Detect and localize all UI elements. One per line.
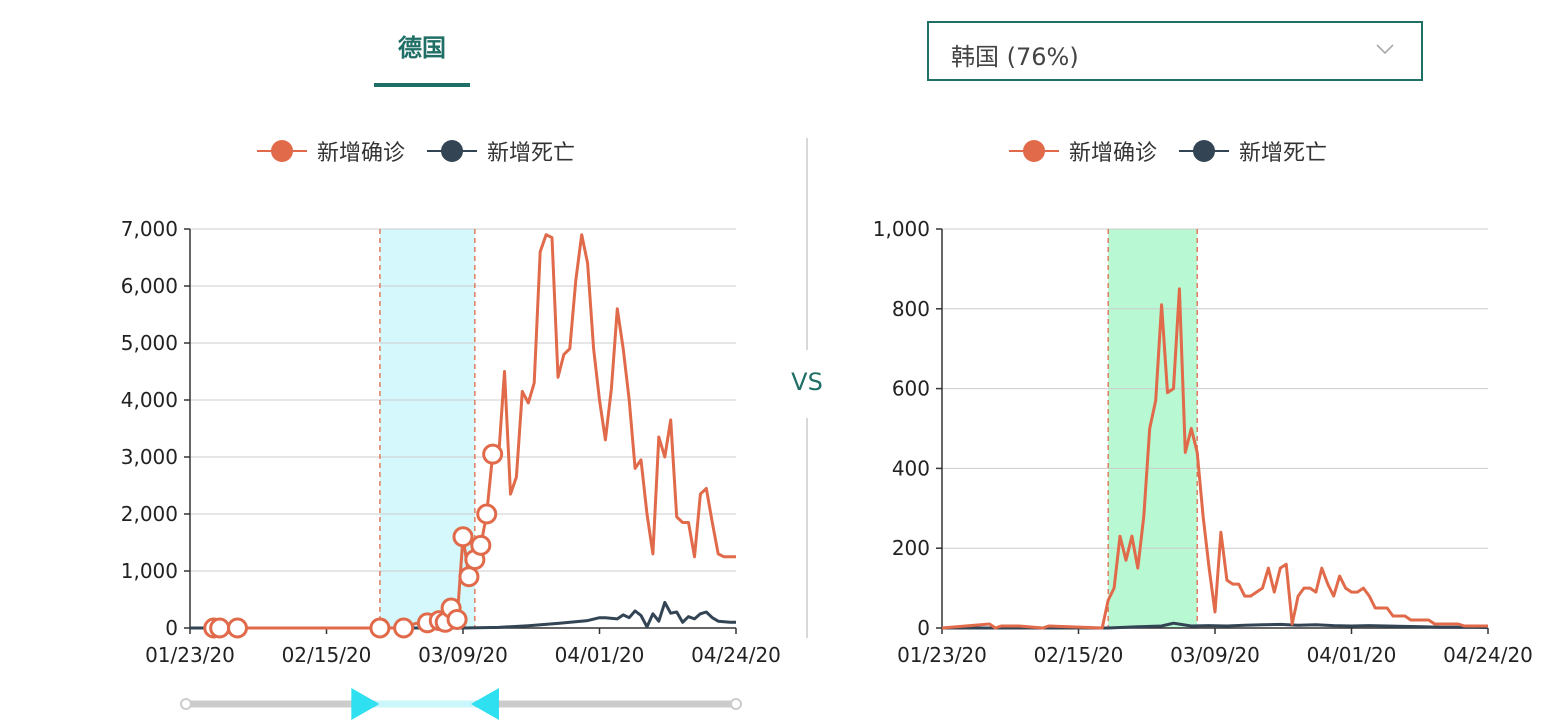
legend-item-deaths[interactable]: 新增死亡: [1179, 135, 1327, 167]
x-tick-label: 01/23/20: [145, 643, 235, 667]
data-point[interactable]: [393, 617, 415, 639]
zoom-slider-end-handle[interactable]: [730, 698, 742, 710]
page-title[interactable]: 德国: [398, 34, 446, 62]
vs-divider-bottom: [806, 418, 808, 638]
y-tick-label: 3,000: [121, 445, 178, 469]
legend-item-deaths[interactable]: 新增死亡: [427, 135, 575, 167]
y-tick-label: 0: [165, 616, 178, 640]
legend-label: 新增确诊: [1069, 141, 1158, 166]
series-line-confirmed: [941, 287, 1488, 630]
y-tick-label: 6,000: [121, 274, 178, 298]
x-tick-label: 03/09/20: [1170, 643, 1260, 667]
data-point[interactable]: [369, 617, 391, 639]
y-tick-label: 0: [917, 616, 930, 640]
x-tick-label: 02/15/20: [282, 643, 372, 667]
legend-swatch-deaths: [427, 140, 478, 162]
data-point[interactable]: [470, 534, 492, 556]
chevron-down-icon: [1376, 44, 1394, 55]
legend-label: 新增死亡: [1239, 141, 1328, 166]
zoom-slider-end-handle[interactable]: [180, 698, 192, 710]
left-legend: 新增确诊 新增死亡: [257, 136, 597, 166]
legend-label: 新增死亡: [487, 141, 576, 166]
y-tick-label: 1,000: [121, 559, 178, 583]
legend-swatch-confirmed: [257, 140, 307, 162]
x-tick-label: 01/23/20: [897, 643, 987, 667]
x-tick-label: 04/01/20: [1307, 643, 1397, 667]
data-point[interactable]: [476, 503, 498, 525]
y-tick-label: 600: [892, 377, 930, 401]
vs-label: VS: [791, 368, 823, 396]
y-tick-label: 4,000: [121, 388, 178, 412]
data-point[interactable]: [226, 617, 248, 639]
x-tick-label: 04/01/20: [555, 643, 645, 667]
tab-underline: [374, 83, 470, 87]
country-select[interactable]: 韩国 (76%): [927, 21, 1423, 81]
y-tick-label: 200: [892, 536, 930, 560]
series-line-deaths: [942, 621, 1489, 630]
series-line-deaths: [190, 600, 736, 630]
highlight-band: [379, 229, 475, 628]
legend-item-confirmed[interactable]: 新增确诊: [257, 135, 405, 167]
legend-item-confirmed[interactable]: 新增确诊: [1009, 135, 1157, 167]
legend-swatch-confirmed: [1009, 140, 1059, 162]
y-tick-label: 2,000: [121, 502, 178, 526]
x-tick-label: 04/24/20: [691, 643, 781, 667]
y-tick-label: 800: [892, 297, 930, 321]
country-select-value: 韩国 (76%): [951, 43, 1079, 71]
y-tick-label: 5,000: [121, 331, 178, 355]
data-point[interactable]: [482, 443, 504, 465]
right-legend: 新增确诊 新增死亡: [1009, 136, 1349, 166]
legend-label: 新增确诊: [317, 141, 406, 166]
data-point[interactable]: [446, 608, 468, 630]
zoom-slider-left-handle[interactable]: [351, 688, 380, 720]
legend-swatch-deaths: [1179, 140, 1230, 162]
data-point[interactable]: [452, 526, 474, 548]
x-tick-label: 03/09/20: [418, 643, 508, 667]
y-tick-label: 1,000: [873, 217, 930, 241]
y-tick-label: 7,000: [121, 217, 178, 241]
x-tick-label: 02/15/20: [1034, 643, 1124, 667]
y-tick-label: 400: [892, 456, 930, 480]
highlight-band: [1108, 229, 1198, 628]
vs-divider-top: [806, 138, 808, 350]
zoom-slider-right-handle[interactable]: [470, 688, 499, 720]
x-tick-label: 04/24/20: [1443, 643, 1533, 667]
